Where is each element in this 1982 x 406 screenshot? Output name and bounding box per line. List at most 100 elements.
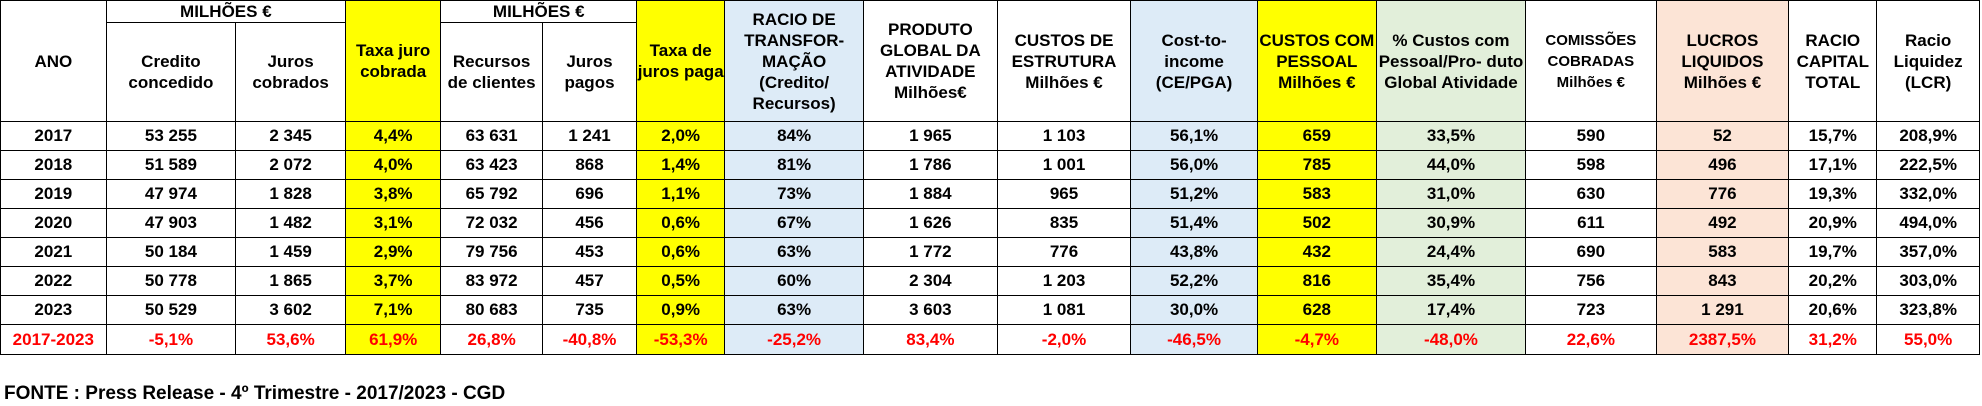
cell-recursos: 63 423 — [440, 150, 543, 180]
header-taxa-juro-cobrada: Taxa juro cobrada — [345, 0, 442, 122]
cell-ano: 2022 — [0, 266, 107, 296]
cell-racio_capital: 15,7% — [1788, 121, 1878, 151]
table-row: 2018 51 589 2 072 4,0% 63 423 868 1,4% 81% 1 786… — [0, 150, 1980, 180]
table-body: 2017 53 255 2 345 4,4% 63 631 1 241 2,0% 84% 1 9… — [0, 121, 1980, 355]
cell-ano: 2021 — [0, 237, 107, 267]
cell-taxa_cobrada: 2,9% — [345, 237, 442, 267]
cell-ano: 2023 — [0, 295, 107, 325]
cell-taxa_paga: -53,3% — [636, 324, 726, 355]
cell-racio_capital: 20,6% — [1788, 295, 1878, 325]
cell-comissoes: 590 — [1525, 121, 1657, 151]
cell-racio_transf: 63% — [724, 295, 865, 325]
cell-lcr: 222,5% — [1876, 150, 1980, 180]
table-row: 2020 47 903 1 482 3,1% 72 032 456 0,6% 67% 1 626… — [0, 208, 1980, 238]
header-recursos: Recursos de clientes — [440, 22, 543, 122]
cell-pct_custos: 24,4% — [1375, 237, 1527, 267]
cell-recursos: 72 032 — [440, 208, 543, 238]
cell-taxa_paga: 0,6% — [636, 208, 726, 238]
cell-ano: 2018 — [0, 150, 107, 180]
cell-racio_capital: 19,7% — [1788, 237, 1878, 267]
header-pct-custos-pessoal: % Custos com Pessoal/Pro- duto Global At… — [1375, 0, 1527, 122]
cell-custos_estrutura: -2,0% — [996, 324, 1132, 355]
cell-custos_pessoal: 628 — [1256, 295, 1377, 325]
cell-juros_pagos: 457 — [541, 266, 638, 296]
cell-credito: 47 903 — [105, 208, 237, 238]
table-row: 2017 53 255 2 345 4,4% 63 631 1 241 2,0% 84% 1 9… — [0, 121, 1980, 151]
cell-cost_income: 56,1% — [1130, 121, 1258, 151]
cell-taxa_cobrada: 61,9% — [345, 324, 442, 355]
cell-comissoes: 756 — [1525, 266, 1657, 296]
cell-comissoes: 598 — [1525, 150, 1657, 180]
cell-produto_global: 2 304 — [863, 266, 998, 296]
cell-produto_global: 83,4% — [863, 324, 998, 355]
cell-racio_capital: 20,2% — [1788, 266, 1878, 296]
header-juros-pagos: Juros pagos — [541, 22, 638, 122]
cell-lucros: 843 — [1655, 266, 1790, 296]
cell-racio_transf: 81% — [724, 150, 865, 180]
cell-juros_cobrados: 1 459 — [235, 237, 347, 267]
cell-cost_income: 52,2% — [1130, 266, 1258, 296]
cell-pct_custos: 17,4% — [1375, 295, 1527, 325]
header-racio-liquidez: Racio Liquidez (LCR) — [1876, 0, 1980, 122]
cell-pct_custos: 33,5% — [1375, 121, 1527, 151]
cell-lucros: 52 — [1655, 121, 1790, 151]
table-row: 2019 47 974 1 828 3,8% 65 792 696 1,1% 73% 1 884… — [0, 179, 1980, 209]
cell-taxa_paga: 1,4% — [636, 150, 726, 180]
cell-custos_estrutura: 1 103 — [996, 121, 1132, 151]
cell-lcr: 494,0% — [1876, 208, 1980, 238]
cell-recursos: 80 683 — [440, 295, 543, 325]
cell-taxa_paga: 0,5% — [636, 266, 726, 296]
cell-recursos: 26,8% — [440, 324, 543, 355]
cell-racio_capital: 17,1% — [1788, 150, 1878, 180]
cell-juros_pagos: -40,8% — [541, 324, 638, 355]
cell-pct_custos: 31,0% — [1375, 179, 1527, 209]
header-taxa-juros-paga: Taxa de juros paga — [636, 0, 726, 122]
cell-taxa_paga: 2,0% — [636, 121, 726, 151]
cell-taxa_paga: 0,6% — [636, 237, 726, 267]
cell-cost_income: 30,0% — [1130, 295, 1258, 325]
header-custos-estrutura: CUSTOS DE ESTRUTURA Milhões € — [996, 0, 1132, 122]
source-note: FONTE : Press Release - 4º Trimestre - 2… — [4, 383, 506, 404]
cell-credito: 47 974 — [105, 179, 237, 209]
cell-custos_estrutura: 776 — [996, 237, 1132, 267]
bank-data-table: ANO MILHÕES € Taxa juro cobrada MILHÕES … — [0, 0, 1980, 355]
cell-taxa_cobrada: 3,1% — [345, 208, 442, 238]
cell-pct_custos: 35,4% — [1375, 266, 1527, 296]
header-racio-capital: RACIO CAPITAL TOTAL — [1788, 0, 1878, 122]
cell-produto_global: 1 626 — [863, 208, 998, 238]
cell-ano: 2020 — [0, 208, 107, 238]
cell-lucros: 2387,5% — [1655, 324, 1790, 355]
cell-custos_estrutura: 1 001 — [996, 150, 1132, 180]
cell-juros_pagos: 735 — [541, 295, 638, 325]
cell-taxa_cobrada: 4,4% — [345, 121, 442, 151]
cell-produto_global: 1 884 — [863, 179, 998, 209]
header-lucros: LUCROS LIQUIDOS Milhões € — [1655, 0, 1790, 122]
cell-credito: 51 589 — [105, 150, 237, 180]
cell-ano: 2017 — [0, 121, 107, 151]
cell-juros_cobrados: 2 345 — [235, 121, 347, 151]
cell-custos_pessoal: 659 — [1256, 121, 1377, 151]
header-ano: ANO — [0, 0, 107, 122]
cell-lucros: 496 — [1655, 150, 1790, 180]
cell-custos_pessoal: 785 — [1256, 150, 1377, 180]
cell-racio_capital: 31,2% — [1788, 324, 1878, 355]
cell-recursos: 79 756 — [440, 237, 543, 267]
cell-racio_capital: 19,3% — [1788, 179, 1878, 209]
header-credito: Credito concedido — [105, 22, 237, 122]
cell-taxa_paga: 1,1% — [636, 179, 726, 209]
cell-racio_transf: 60% — [724, 266, 865, 296]
cell-juros_cobrados: 3 602 — [235, 295, 347, 325]
cell-custos_pessoal: 583 — [1256, 179, 1377, 209]
group-header-milhoes-1: MILHÕES € — [105, 0, 347, 23]
cell-cost_income: 51,2% — [1130, 179, 1258, 209]
cell-taxa_cobrada: 3,7% — [345, 266, 442, 296]
cell-recursos: 83 972 — [440, 266, 543, 296]
cell-racio_transf: 67% — [724, 208, 865, 238]
cell-racio_transf: 63% — [724, 237, 865, 267]
cell-credito: 50 184 — [105, 237, 237, 267]
cell-racio_capital: 20,9% — [1788, 208, 1878, 238]
cell-lcr: 303,0% — [1876, 266, 1980, 296]
header-custos-pessoal: CUSTOS COM PESSOAL Milhões € — [1256, 0, 1377, 122]
cell-custos_estrutura: 965 — [996, 179, 1132, 209]
cell-custos_pessoal: 432 — [1256, 237, 1377, 267]
